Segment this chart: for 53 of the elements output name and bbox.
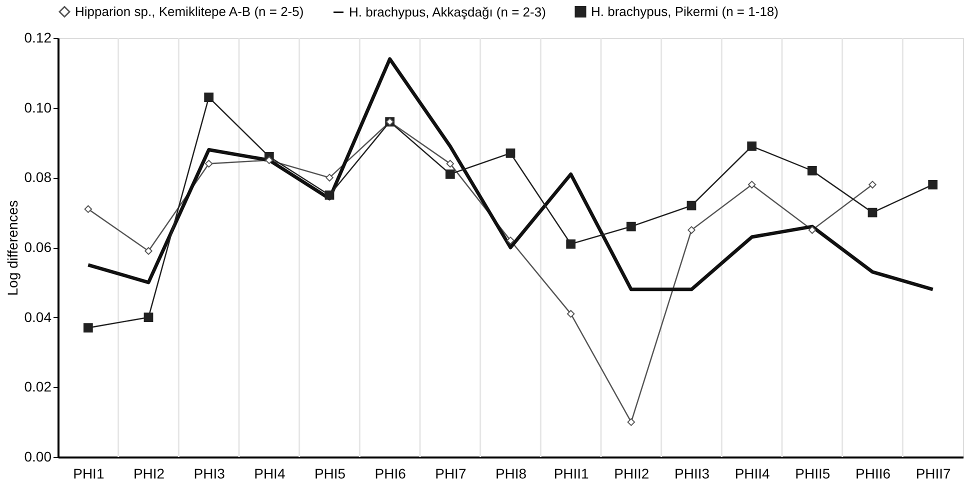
point xyxy=(445,169,455,179)
legend-label: H. brachypus, Pikermi (n = 1-18) xyxy=(591,4,778,19)
x-tick-label: PHI6 xyxy=(374,466,406,482)
y-tick-label: 0.08 xyxy=(24,169,52,186)
point xyxy=(324,190,334,200)
x-tick-label: PHI2 xyxy=(133,466,165,482)
legend-label: H. brachypus, Akkaşdağı (n = 2-3) xyxy=(349,4,546,20)
point xyxy=(506,236,514,244)
y-tick-label: 0.10 xyxy=(24,99,52,116)
x-tick-label: PHI4 xyxy=(254,466,286,482)
legend-label: Hipparion sp., Kemiklitepe A-B (n = 2-5) xyxy=(75,4,304,19)
point xyxy=(627,418,636,426)
point xyxy=(144,247,152,255)
x-tick-label: PHI5 xyxy=(314,466,346,482)
point xyxy=(265,156,274,164)
y-tick-label: 0.02 xyxy=(24,378,52,395)
y-axis-title: Log differences xyxy=(4,200,20,296)
x-tick-label: PHII2 xyxy=(614,466,650,482)
x-tick-label: PHII1 xyxy=(554,466,590,482)
point xyxy=(83,323,93,332)
point xyxy=(204,160,213,168)
point xyxy=(686,200,696,210)
point xyxy=(84,205,92,213)
point xyxy=(808,226,816,234)
x-tick-label: PHI1 xyxy=(73,466,104,482)
x-tick-label: PHII6 xyxy=(855,466,891,482)
point xyxy=(928,180,938,190)
x-tick-label: PHII5 xyxy=(795,466,830,482)
x-tick-label: PHI3 xyxy=(194,466,226,482)
point xyxy=(566,239,576,249)
point xyxy=(566,310,575,318)
point xyxy=(144,312,154,322)
point xyxy=(326,174,334,182)
x-tick-label: PHI7 xyxy=(435,466,466,482)
x-tick-label: PHII3 xyxy=(674,466,710,482)
point xyxy=(506,148,516,158)
point xyxy=(446,160,454,168)
point xyxy=(868,180,876,189)
y-tick-label: 0.06 xyxy=(24,239,52,255)
y-tick-label: 0.12 xyxy=(24,30,52,46)
point xyxy=(747,142,757,151)
point xyxy=(688,226,696,234)
y-tick-label: 0.04 xyxy=(24,308,52,325)
point xyxy=(748,180,756,189)
point xyxy=(807,166,817,176)
point xyxy=(868,208,878,218)
point xyxy=(626,222,636,232)
x-tick-label: PHII7 xyxy=(916,466,952,482)
x-tick-label: PHI8 xyxy=(495,466,527,482)
point xyxy=(204,92,214,102)
x-tick-label: PHII4 xyxy=(734,466,770,482)
y-tick-label: 0.00 xyxy=(24,448,52,464)
line-series xyxy=(86,57,935,292)
